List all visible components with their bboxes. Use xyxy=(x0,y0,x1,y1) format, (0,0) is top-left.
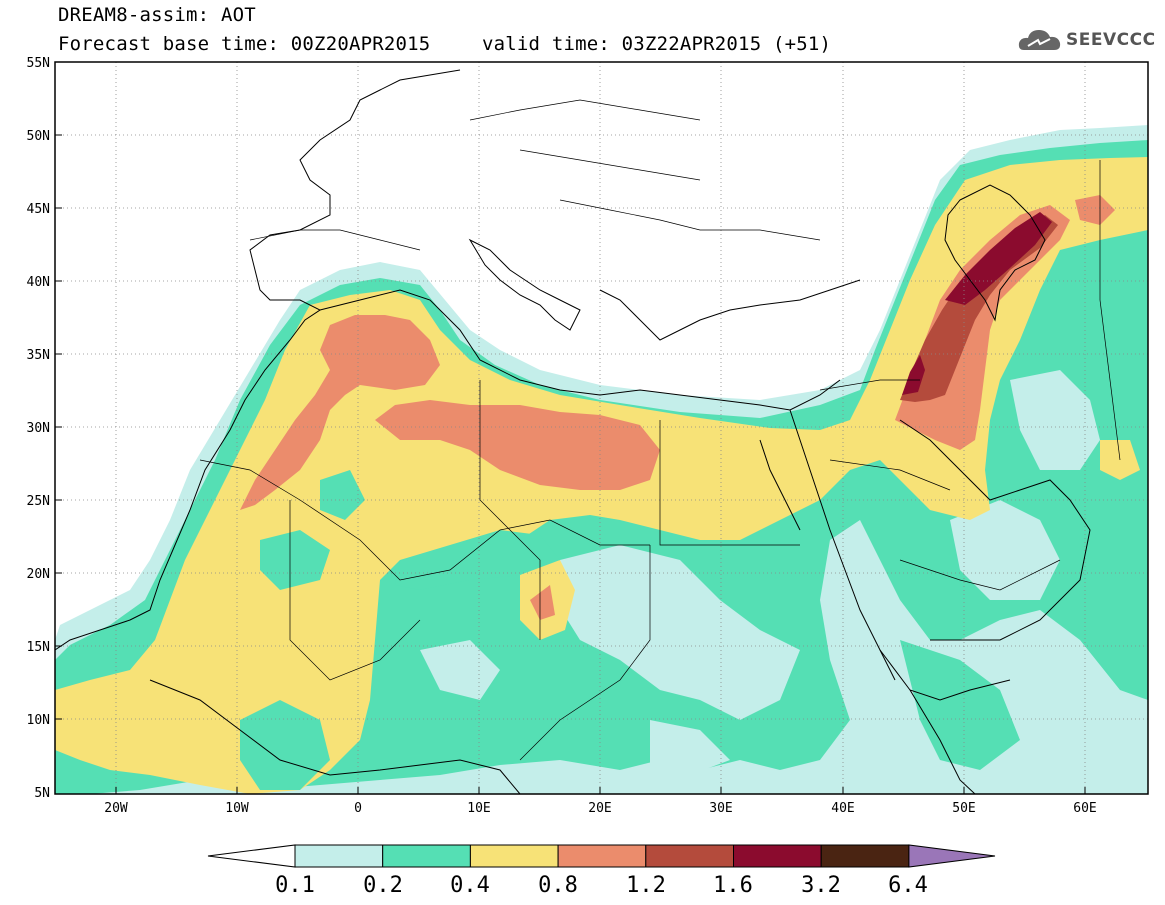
coastlines xyxy=(55,69,1091,794)
lon-label-20w: 20W xyxy=(104,801,128,816)
axis-ticks xyxy=(55,61,1086,794)
cloud-logo-icon xyxy=(1018,30,1061,50)
aot-level-0.2-inner xyxy=(240,470,560,790)
lat-label-25n: 25N xyxy=(27,494,50,509)
aot-level-0.1-inner xyxy=(420,370,1100,775)
lat-label-20n: 20N xyxy=(27,567,50,582)
lon-label-10w: 10W xyxy=(225,801,249,816)
lat-label-5n: 5N xyxy=(34,786,50,801)
lat-label-45n: 45N xyxy=(27,202,50,217)
map-title: DREAM8-assim: AOT xyxy=(58,4,256,26)
forecast-base-time: Forecast base time: 00Z20APR2015 xyxy=(58,33,431,55)
lon-label-60e: 60E xyxy=(1073,801,1096,816)
lat-label-30n: 30N xyxy=(27,421,50,436)
lon-label-40e: 40E xyxy=(831,801,854,816)
lat-label-35n: 35N xyxy=(27,348,50,363)
lon-label-50e: 50E xyxy=(952,801,975,816)
country-borders xyxy=(199,99,1121,761)
lon-label-0: 0 xyxy=(354,801,362,816)
aot-level-1.2 xyxy=(900,215,1058,402)
longitude-labels: 20W 10W 0 10E 20E 30E 40E 50E 60E xyxy=(104,801,1096,816)
map-frame xyxy=(54,61,1149,795)
lat-label-50n: 50N xyxy=(27,129,50,144)
logo-text: SEEVCCC xyxy=(1066,30,1156,50)
latitude-labels: 55N 50N 45N 40N 35N 30N 25N 20N 15N 10N … xyxy=(27,56,50,801)
lat-label-15n: 15N xyxy=(27,640,50,655)
lon-label-20e: 20E xyxy=(588,801,611,816)
lon-label-30e: 30E xyxy=(709,801,732,816)
valid-time: valid time: 03Z22APR2015 (+51) xyxy=(482,33,832,55)
lat-label-10n: 10N xyxy=(27,713,50,728)
lon-label-10e: 10E xyxy=(467,801,490,816)
lat-label-40n: 40N xyxy=(27,275,50,290)
lat-label-55n: 55N xyxy=(27,56,50,71)
